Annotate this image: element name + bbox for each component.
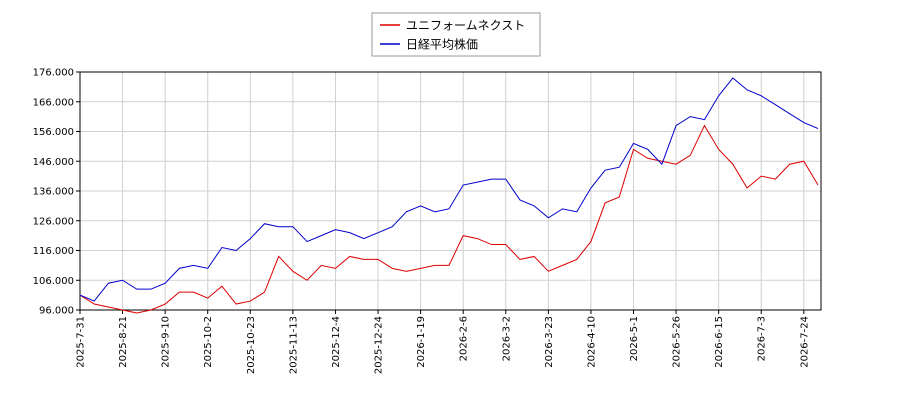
y-tick-label: 126.000 bbox=[33, 216, 74, 227]
x-tick-label: 2025-11-13 bbox=[288, 316, 299, 374]
y-tick-label: 116.000 bbox=[33, 246, 74, 257]
x-tick-label: 2025-10-23 bbox=[246, 316, 257, 374]
y-tick-label: 136.000 bbox=[33, 187, 74, 198]
x-tick-label: 2025-8-21 bbox=[118, 316, 129, 368]
x-tick-label: 2026-5-1 bbox=[629, 316, 640, 361]
y-tick-label: 166.000 bbox=[33, 97, 74, 108]
x-tick-label: 2026-2-6 bbox=[459, 316, 470, 361]
y-tick-label: 106.000 bbox=[33, 276, 74, 287]
x-tick-label: 2025-9-10 bbox=[161, 316, 172, 368]
x-tick-label: 2026-6-15 bbox=[714, 316, 725, 368]
series-line bbox=[79, 77, 819, 302]
legend-box bbox=[371, 12, 541, 57]
legend-label: ユニフォームネクスト bbox=[406, 19, 525, 33]
x-tick-label: 2026-4-10 bbox=[586, 316, 597, 368]
x-tick-label: 2026-3-2 bbox=[501, 316, 512, 361]
series-line bbox=[79, 124, 819, 314]
x-tick-label: 2025-10-2 bbox=[203, 316, 214, 368]
plot-frame bbox=[79, 71, 822, 311]
y-tick-label: 96.000 bbox=[39, 306, 74, 317]
x-tick-label: 2026-7-24 bbox=[799, 316, 810, 368]
x-tick-label: 2025-12-24 bbox=[374, 316, 385, 374]
legend-label: 日経平均株価 bbox=[406, 37, 478, 52]
x-tick-label: 2026-5-26 bbox=[672, 316, 683, 368]
x-tick-label: 2026-3-23 bbox=[544, 316, 555, 368]
x-tick-label: 2025-12-4 bbox=[331, 316, 342, 368]
x-tick-label: 2025-7-31 bbox=[76, 316, 87, 368]
y-tick-label: 156.000 bbox=[33, 127, 74, 138]
y-tick-label: 176.000 bbox=[33, 68, 74, 79]
y-tick-label: 146.000 bbox=[33, 157, 74, 168]
x-tick-label: 2026-7-3 bbox=[757, 316, 768, 361]
x-tick-label: 2026-1-19 bbox=[416, 316, 427, 368]
